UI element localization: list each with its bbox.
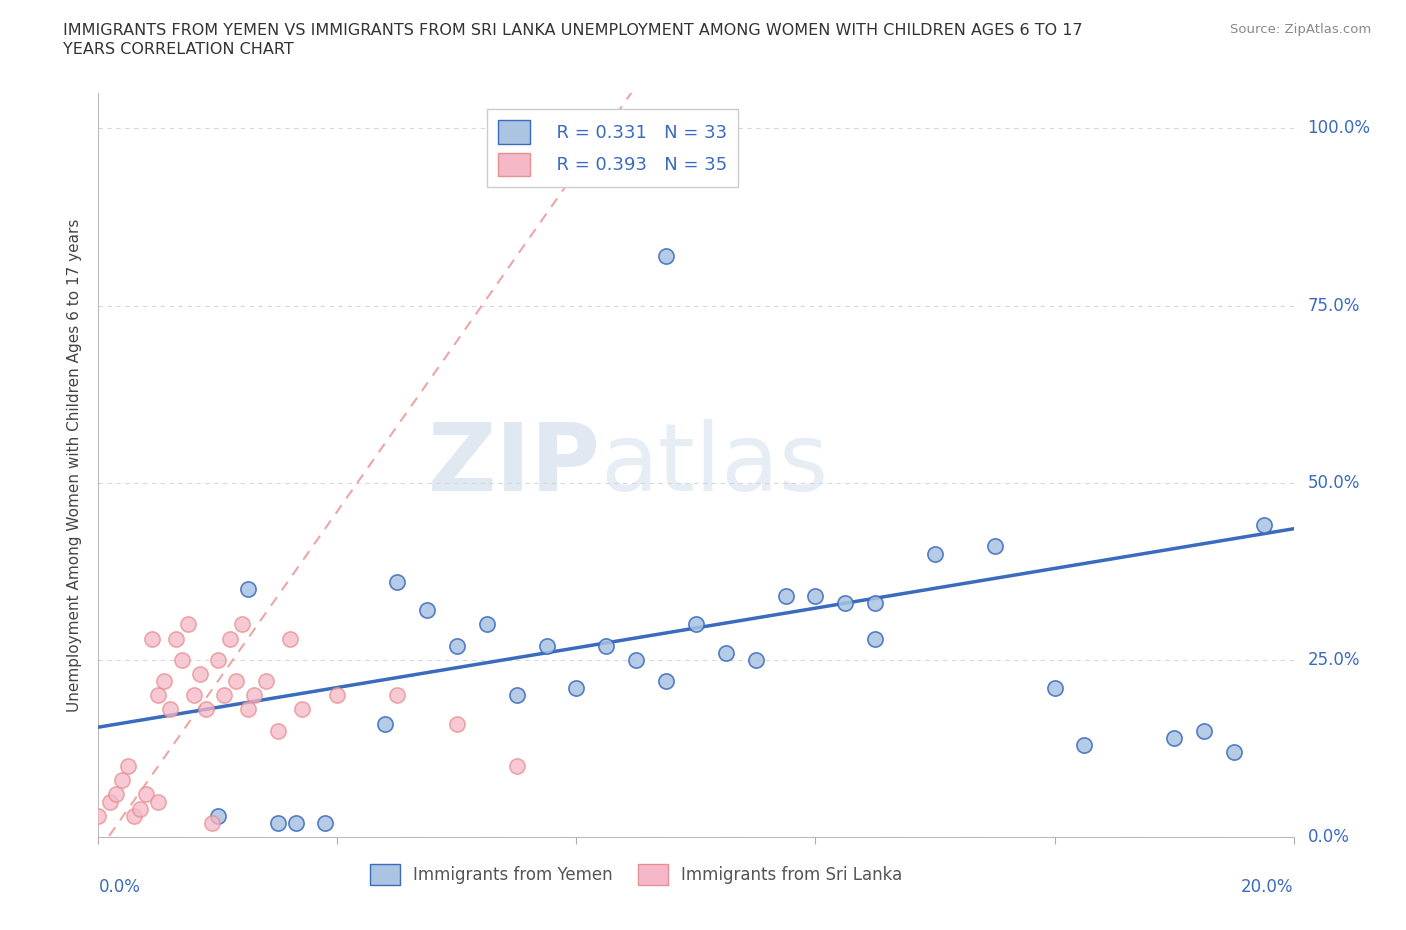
Text: 50.0%: 50.0%	[1308, 473, 1360, 492]
Point	[565, 681, 588, 696]
Point	[254, 673, 277, 688]
Point	[141, 631, 163, 646]
Point	[506, 688, 529, 703]
Point	[243, 688, 266, 703]
Y-axis label: Unemployment Among Women with Children Ages 6 to 17 years: Unemployment Among Women with Children A…	[67, 219, 83, 711]
Point	[219, 631, 242, 646]
Text: 100.0%: 100.0%	[1308, 119, 1371, 138]
Point	[267, 724, 290, 738]
Point	[326, 688, 349, 703]
Point	[98, 794, 122, 809]
Point	[446, 716, 468, 731]
Point	[124, 808, 146, 823]
Point	[177, 617, 200, 631]
Point	[626, 653, 648, 668]
Text: YEARS CORRELATION CHART: YEARS CORRELATION CHART	[63, 42, 294, 57]
Point	[385, 688, 409, 703]
Point	[207, 808, 229, 823]
Text: 25.0%: 25.0%	[1308, 651, 1360, 669]
Point	[655, 248, 678, 263]
Point	[195, 702, 218, 717]
Point	[685, 617, 707, 631]
Point	[183, 688, 205, 703]
Point	[865, 631, 887, 646]
Text: 75.0%: 75.0%	[1308, 297, 1360, 314]
Point	[201, 816, 224, 830]
Point	[1223, 745, 1246, 760]
Text: 0.0%: 0.0%	[98, 878, 141, 896]
Text: 0.0%: 0.0%	[1308, 828, 1350, 846]
Point	[315, 816, 337, 830]
Text: 20.0%: 20.0%	[1241, 878, 1294, 896]
Point	[416, 603, 439, 618]
Point	[714, 645, 737, 660]
Text: ZIP: ZIP	[427, 419, 600, 511]
Point	[225, 673, 247, 688]
Point	[475, 617, 498, 631]
Point	[165, 631, 187, 646]
Point	[236, 702, 259, 717]
Point	[446, 638, 468, 653]
Point	[924, 546, 946, 561]
Legend: Immigrants from Yemen, Immigrants from Sri Lanka: Immigrants from Yemen, Immigrants from S…	[363, 857, 910, 892]
Point	[231, 617, 253, 631]
Point	[865, 596, 887, 611]
Point	[188, 667, 211, 682]
Point	[278, 631, 301, 646]
Point	[148, 794, 170, 809]
Point	[1043, 681, 1066, 696]
Point	[148, 688, 170, 703]
Point	[284, 816, 307, 830]
Text: Source: ZipAtlas.com: Source: ZipAtlas.com	[1230, 23, 1371, 36]
Point	[536, 638, 558, 653]
Text: IMMIGRANTS FROM YEMEN VS IMMIGRANTS FROM SRI LANKA UNEMPLOYMENT AMONG WOMEN WITH: IMMIGRANTS FROM YEMEN VS IMMIGRANTS FROM…	[63, 23, 1083, 38]
Point	[135, 787, 157, 802]
Point	[172, 653, 194, 668]
Point	[374, 716, 396, 731]
Point	[291, 702, 314, 717]
Point	[212, 688, 235, 703]
Point	[267, 816, 290, 830]
Point	[153, 673, 176, 688]
Point	[984, 539, 1007, 554]
Point	[129, 802, 152, 817]
Point	[834, 596, 856, 611]
Point	[745, 653, 768, 668]
Point	[105, 787, 128, 802]
Point	[1163, 730, 1185, 745]
Point	[207, 653, 229, 668]
Text: atlas: atlas	[600, 419, 828, 511]
Point	[1192, 724, 1215, 738]
Point	[804, 589, 827, 604]
Point	[159, 702, 181, 717]
Point	[595, 638, 617, 653]
Point	[111, 773, 134, 788]
Point	[117, 759, 139, 774]
Point	[506, 759, 529, 774]
Point	[87, 808, 110, 823]
Point	[1073, 737, 1095, 752]
Point	[236, 581, 259, 596]
Point	[655, 673, 678, 688]
Point	[1253, 518, 1275, 533]
Point	[775, 589, 797, 604]
Point	[385, 575, 409, 590]
